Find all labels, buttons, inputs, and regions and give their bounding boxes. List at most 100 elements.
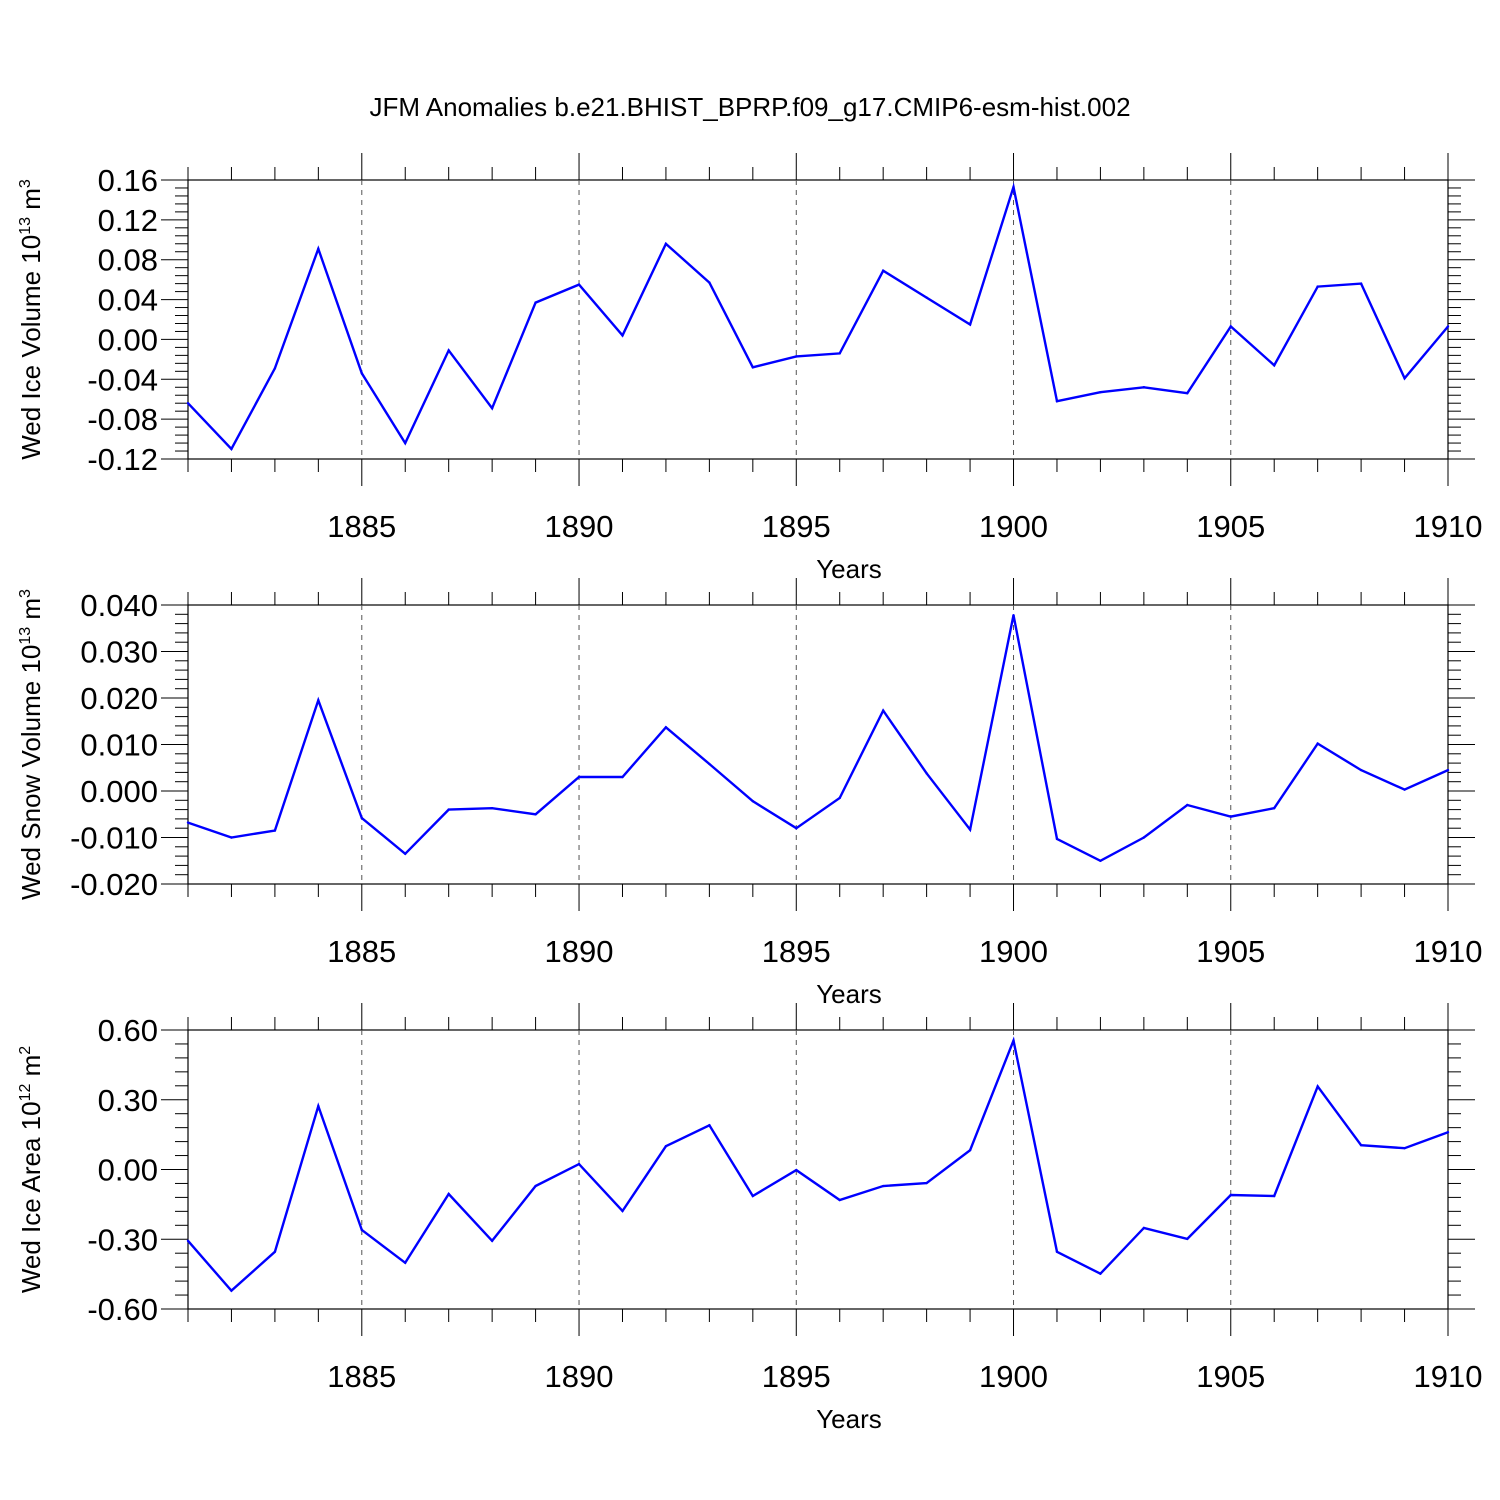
data-point	[1359, 768, 1363, 772]
data-point	[925, 1181, 928, 1185]
y-tick-label: 0.08	[98, 243, 158, 278]
data-point	[186, 1239, 190, 1243]
data-point	[360, 1228, 363, 1232]
data-point	[534, 813, 537, 816]
data-point	[751, 366, 755, 369]
x-tick-label: 1900	[979, 1359, 1048, 1394]
data-point	[881, 1184, 885, 1188]
data-point	[490, 1239, 494, 1243]
data-point	[1403, 788, 1406, 791]
chart-panel-2: 1885 1890 1895 1900 1905 1910 -0.020 -0.010 0.00…	[16, 578, 1482, 1009]
y-axis-label: Wed Snow Volume 1013 m3	[16, 589, 46, 900]
y-tick-label: 0.030	[80, 635, 158, 670]
data-point	[317, 1104, 320, 1108]
y-tick-label: 0.04	[98, 283, 158, 318]
data-point	[490, 807, 494, 810]
x-tick-label: 1895	[762, 934, 831, 969]
chart-panel-3: 1885 1890 1895 1900 1905 1910 -0.60 -0.30 0.00 0.…	[16, 1003, 1482, 1434]
chart-title: JFM Anomalies b.e21.BHIST_BPRP.f09_g17.C…	[369, 92, 1130, 122]
data-point	[1446, 768, 1450, 772]
x-tick-label: 1910	[1414, 509, 1483, 544]
y-tick-label: -0.04	[87, 362, 158, 397]
y-tick-label: 0.00	[98, 1153, 158, 1188]
x-tick-label: 1905	[1196, 1359, 1265, 1394]
x-tick-label: 1895	[762, 1359, 831, 1394]
data-point	[447, 808, 450, 811]
data-point	[751, 800, 755, 803]
x-tick-label: 1910	[1414, 934, 1483, 969]
plot-frame	[187, 179, 1449, 460]
data-point	[1316, 1085, 1319, 1088]
data-point	[621, 1209, 624, 1213]
x-axis-label: Years	[816, 554, 882, 584]
data-point	[273, 367, 277, 370]
data-point	[317, 699, 320, 702]
data-point	[534, 301, 537, 304]
data-point	[708, 281, 711, 284]
y-tick-label: -0.12	[87, 442, 158, 477]
data-point	[230, 836, 233, 839]
data-point	[708, 762, 711, 766]
data-point	[577, 1162, 581, 1166]
x-axis-label: Years	[816, 979, 882, 1009]
data-point	[1142, 1226, 1146, 1230]
data-point	[1012, 185, 1015, 189]
data-point	[751, 1194, 755, 1198]
data-point	[881, 269, 885, 272]
chart-panel-1: 1885 1890 1895 1900 1905 1910 -0.12 -0.08 -0.04 0…	[16, 153, 1482, 584]
y-tick-label: -0.30	[87, 1222, 158, 1257]
plot-frame	[187, 1029, 1449, 1310]
data-point	[1055, 837, 1059, 841]
data-point	[795, 827, 798, 830]
data-point	[273, 829, 277, 832]
data-point	[795, 1168, 798, 1172]
data-point	[925, 772, 928, 775]
data-point	[621, 334, 624, 337]
x-tick-label: 1890	[545, 934, 614, 969]
data-point	[1316, 742, 1319, 745]
data-point	[621, 775, 624, 779]
data-point	[664, 1144, 668, 1148]
data-point	[1273, 807, 1276, 810]
series-line	[187, 614, 1449, 863]
data-point	[968, 1148, 972, 1152]
data-point	[447, 1192, 450, 1196]
data-point	[534, 1184, 537, 1188]
data-point	[317, 247, 320, 250]
x-tick-label: 1885	[327, 1359, 396, 1394]
y-tick-label: -0.60	[87, 1292, 158, 1327]
data-point	[447, 349, 450, 352]
x-tick-label: 1890	[545, 509, 614, 544]
y-tick-label: 0.12	[98, 203, 158, 238]
y-tick-label: 0.00	[98, 322, 158, 357]
x-tick-label: 1900	[979, 934, 1048, 969]
data-point	[360, 372, 363, 375]
data-point	[795, 355, 798, 358]
data-point	[1099, 1272, 1102, 1275]
data-point	[968, 828, 972, 831]
data-point	[838, 796, 841, 800]
y-axis-label: Wed Ice Area 1012 m2	[16, 1046, 46, 1293]
data-point	[186, 402, 190, 405]
data-point	[925, 296, 928, 299]
data-point	[1186, 392, 1189, 395]
x-tick-label: 1895	[762, 509, 831, 544]
data-point	[1099, 859, 1102, 862]
x-tick-label: 1890	[545, 1359, 614, 1394]
data-point	[1229, 1193, 1232, 1197]
y-tick-label: 0.010	[80, 728, 158, 763]
data-point	[404, 852, 407, 855]
data-point	[1359, 282, 1363, 285]
data-point	[1446, 325, 1450, 328]
y-tick-label: 0.16	[98, 163, 158, 198]
data-point	[1012, 1039, 1015, 1042]
x-tick-label: 1905	[1196, 934, 1265, 969]
y-tick-label: -0.020	[70, 867, 158, 902]
x-tick-label: 1910	[1414, 1359, 1483, 1394]
data-point	[186, 821, 190, 824]
x-tick-label: 1900	[979, 509, 1048, 544]
data-point	[1446, 1131, 1450, 1134]
data-point	[404, 1261, 407, 1264]
data-point	[1229, 815, 1232, 818]
